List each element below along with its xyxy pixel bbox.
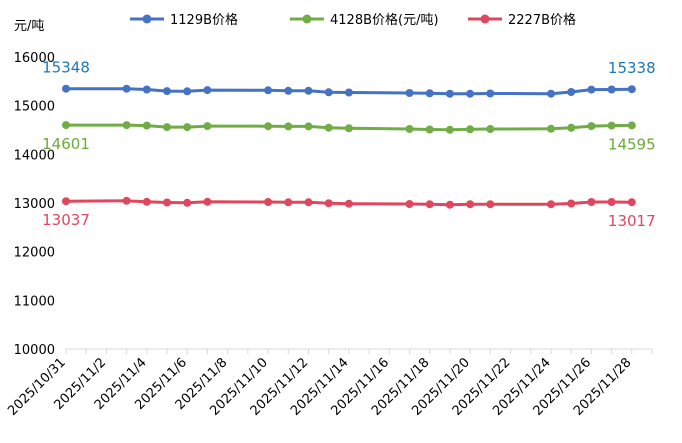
x-axis: 2025/10/312025/11/22025/11/42025/11/6202… <box>5 348 653 419</box>
series-point-1 <box>587 85 596 94</box>
series-point-1 <box>627 85 636 94</box>
legend-marker-1 <box>142 14 152 24</box>
series-point-2 <box>203 122 212 131</box>
series-point-1 <box>122 84 131 93</box>
series-point-1 <box>203 86 212 95</box>
y-tick-label: 10000 <box>14 343 55 358</box>
legend-label-3: 2227B价格 <box>508 12 576 28</box>
series-point-2 <box>183 123 192 132</box>
series-point-1 <box>284 86 293 95</box>
series-point-2 <box>142 121 151 130</box>
series-point-1 <box>62 84 70 93</box>
series-point-2 <box>567 123 576 132</box>
series-point-2 <box>627 121 636 130</box>
series-point-1 <box>607 85 616 94</box>
series-point-2 <box>163 123 171 132</box>
series-point-2 <box>405 125 414 133</box>
series-point-2 <box>486 125 495 133</box>
legend-marker-3 <box>480 14 490 24</box>
data-labels: 15348 15338 14601 14595 13037 13017 <box>42 59 656 230</box>
series-point-1 <box>264 86 273 95</box>
series-point-1 <box>425 89 434 98</box>
series-point-2 <box>62 121 70 130</box>
last-value-label-2: 14595 <box>608 135 656 153</box>
series-point-2 <box>122 121 131 130</box>
series-point-2 <box>284 122 293 131</box>
series-point-1 <box>486 89 495 98</box>
series-point-3 <box>344 199 353 208</box>
series-point-1 <box>405 89 414 97</box>
series-point-1 <box>445 89 454 98</box>
y-tick-label: 14000 <box>14 148 55 163</box>
series-point-1 <box>304 86 313 95</box>
y-tick-label: 15000 <box>14 100 55 115</box>
y-tick-label: 13000 <box>14 197 55 212</box>
series-point-1 <box>324 88 333 97</box>
first-value-label-2: 14601 <box>42 135 90 153</box>
series-point-2 <box>607 121 616 130</box>
series-point-2 <box>324 123 333 132</box>
series-point-3 <box>163 198 171 207</box>
series-point-3 <box>466 200 475 209</box>
series-point-3 <box>445 200 454 209</box>
last-value-label-3: 13017 <box>608 212 656 230</box>
series-point-2 <box>445 125 454 134</box>
series-point-3 <box>264 198 273 206</box>
series-point-3 <box>547 200 555 209</box>
series-point-3 <box>304 198 313 207</box>
series-point-2 <box>264 122 273 131</box>
series-point-3 <box>607 198 616 206</box>
series-point-3 <box>324 199 333 208</box>
series-point-3 <box>405 200 414 208</box>
series-point-1 <box>547 89 555 98</box>
first-value-label-1: 15348 <box>42 59 90 77</box>
series-point-2 <box>425 125 434 134</box>
y-tick-label: 11000 <box>14 294 55 309</box>
series-point-3 <box>183 198 192 207</box>
legend-marker-2 <box>302 14 312 24</box>
series-point-2 <box>547 124 555 133</box>
series-point-3 <box>203 197 212 206</box>
series-point-3 <box>567 199 576 208</box>
y-axis-unit-label: 元/吨 <box>14 19 44 34</box>
series-point-1 <box>183 87 192 96</box>
series-point-3 <box>284 198 293 207</box>
series-point-2 <box>344 124 353 133</box>
series-point-1 <box>163 87 171 96</box>
legend: 1129B价格 4128B价格(元/吨) 2227B价格 <box>130 12 576 28</box>
series-point-2 <box>466 125 475 134</box>
series-point-2 <box>587 122 596 131</box>
series-point-1 <box>567 88 576 96</box>
series-point-3 <box>62 197 70 206</box>
series-point-1 <box>344 88 353 97</box>
series-point-1 <box>466 89 475 98</box>
first-value-label-3: 13037 <box>42 211 90 229</box>
series-point-2 <box>304 122 313 131</box>
series-point-3 <box>122 196 131 205</box>
series-point-3 <box>486 200 495 209</box>
y-tick-label: 12000 <box>14 246 55 261</box>
plot-area <box>62 84 636 209</box>
series-point-3 <box>627 198 636 207</box>
series-point-3 <box>425 200 434 209</box>
legend-label-2: 4128B价格(元/吨) <box>330 12 439 28</box>
series-point-1 <box>142 85 151 94</box>
series-point-3 <box>142 197 151 206</box>
series-point-3 <box>587 198 596 206</box>
legend-label-1: 1129B价格 <box>170 12 238 28</box>
y-tick-label: 16000 <box>14 51 55 66</box>
y-axis: 10000 11000 12000 13000 14000 15000 16000 <box>14 51 55 358</box>
last-value-label-1: 15338 <box>608 59 656 77</box>
